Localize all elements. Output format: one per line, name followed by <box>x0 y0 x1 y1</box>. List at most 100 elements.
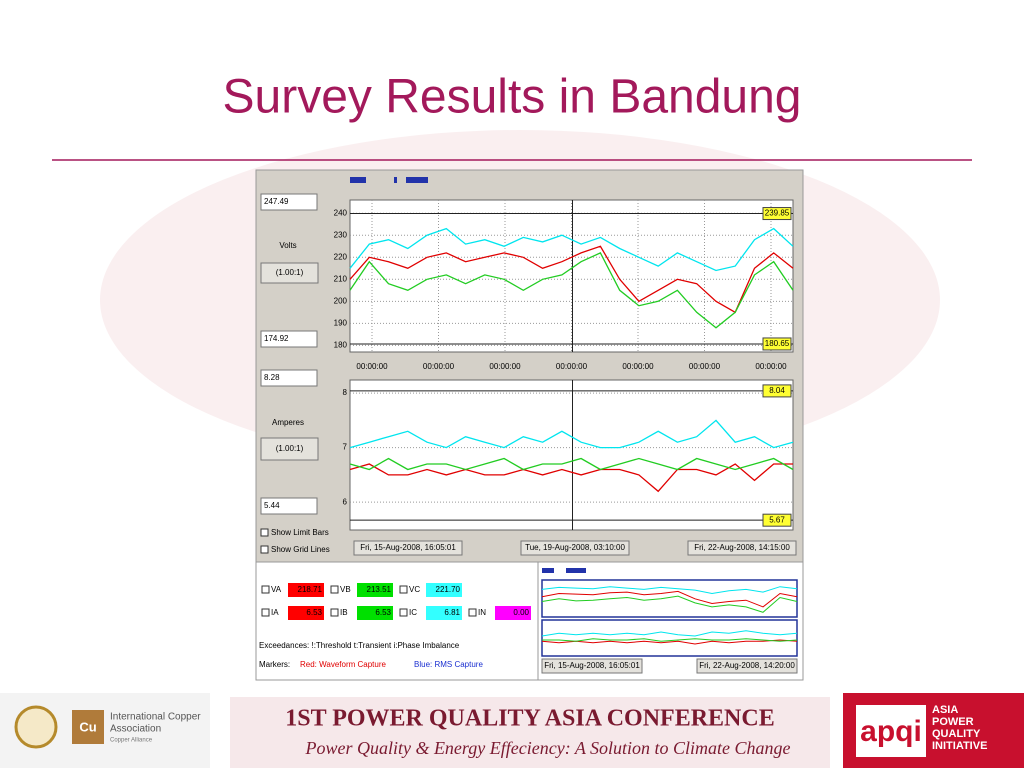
nav-date: Fri, 22-Aug-2008, 14:20:00 <box>699 661 795 670</box>
series-line <box>542 638 798 642</box>
limit-label-box <box>762 384 792 398</box>
toolbar-icon[interactable] <box>406 177 428 183</box>
limit-label-box <box>762 337 792 351</box>
checkbox[interactable] <box>260 545 269 554</box>
reading-name: IB <box>340 608 348 617</box>
ica-sub: Copper Alliance <box>110 738 153 744</box>
series-line <box>349 457 794 471</box>
y-tick-label: 180 <box>334 341 348 350</box>
series-line <box>349 419 794 449</box>
amps-ratio: (1.00:1) <box>276 444 304 453</box>
time-label: 00:00:00 <box>755 362 787 371</box>
nav-date-box <box>353 540 463 556</box>
apqi-mark <box>856 705 926 757</box>
limit-label-box <box>762 207 792 221</box>
toolbar-icon[interactable] <box>350 177 366 183</box>
nav-date-box <box>696 658 798 674</box>
reading-checkbox[interactable] <box>399 608 408 617</box>
plot-area <box>541 619 798 657</box>
time-label: 00:00:00 <box>423 362 455 371</box>
y-tick-label: 6 <box>343 497 348 506</box>
series-line <box>541 595 798 613</box>
reading-value: 213.51 <box>367 585 392 594</box>
nav-date-box <box>541 658 643 674</box>
reading-value: 221.70 <box>436 585 461 594</box>
app-content: 247.49 Volts (1.00:1) 174.92 8.28 Amperes (1.0… <box>259 193 798 674</box>
markers-label: Markers: <box>259 660 290 669</box>
reading-value: 218.71 <box>298 585 323 594</box>
reading-value-box <box>426 606 462 620</box>
exceedances: Exceedances: !:Threshold t:Transient i:P… <box>259 641 460 650</box>
toolbar-icon[interactable] <box>394 177 397 183</box>
slide-title: Survey Results in Bandung <box>223 71 802 124</box>
reading-value: 6.53 <box>375 608 391 617</box>
reading-checkbox[interactable] <box>330 585 339 594</box>
reading-value: 6.53 <box>306 608 322 617</box>
checkbox-label: Show Limit Bars <box>271 528 329 537</box>
amps-min-box <box>260 497 318 515</box>
reading-name: VC <box>409 585 420 594</box>
reading-checkbox[interactable] <box>330 608 339 617</box>
y-tick-label: 190 <box>334 318 348 327</box>
time-label: 00:00:00 <box>489 362 521 371</box>
amps-min: 5.44 <box>264 501 280 510</box>
apqi-text: apqi <box>860 715 922 748</box>
checkbox[interactable] <box>260 528 269 537</box>
conference-title: 1ST POWER QUALITY ASIA CONFERENCE <box>285 706 774 732</box>
cu-box <box>72 710 104 744</box>
nav-date: Fri, 22-Aug-2008, 14:15:00 <box>694 543 790 552</box>
reading-value-box <box>288 606 324 620</box>
volts-max-box <box>260 193 318 211</box>
series-line <box>349 227 794 272</box>
cu-text: Cu <box>79 719 96 734</box>
markers-red: Red: Waveform Capture <box>300 660 387 669</box>
limit-label: 8.04 <box>769 386 785 395</box>
amps-ratio-box <box>260 437 319 461</box>
conference-banner <box>230 697 830 768</box>
toolbar <box>350 177 586 573</box>
reading-value-box <box>357 606 393 620</box>
reading-value: 0.00 <box>513 608 529 617</box>
toolbar-icon[interactable] <box>542 568 554 573</box>
checkbox-label: Show Grid Lines <box>271 545 330 554</box>
volts-min: 174.92 <box>264 334 289 343</box>
time-label: 00:00:00 <box>556 362 588 371</box>
toolbar-icon[interactable] <box>566 568 586 573</box>
series-line <box>349 463 793 493</box>
y-tick-label: 8 <box>343 388 348 397</box>
apqi-line: QUALITY <box>932 728 981 740</box>
markers-blue: Blue: RMS Capture <box>414 660 483 669</box>
series-line <box>541 586 798 595</box>
reading-value-box <box>426 583 462 597</box>
apqi-line: INITIATIVE <box>932 740 987 752</box>
series-line <box>541 630 798 637</box>
volts-label: Volts <box>279 241 296 250</box>
reading-checkbox[interactable] <box>468 608 477 617</box>
series-line <box>541 639 798 645</box>
apqi-line: ASIA <box>932 704 958 716</box>
time-label: 00:00:00 <box>356 362 388 371</box>
reading-name: IC <box>409 608 417 617</box>
limit-label: 239.85 <box>765 209 790 218</box>
reading-checkbox[interactable] <box>261 585 270 594</box>
nav-date: Fri, 15-Aug-2008, 16:05:01 <box>544 661 640 670</box>
reading-value-box <box>495 606 531 620</box>
series-line <box>349 252 794 329</box>
conference-tagline: Power Quality & Energy Effeciency: A Sol… <box>304 738 790 758</box>
plot-area <box>349 379 794 531</box>
apqi-line: POWER <box>932 716 974 728</box>
reading-checkbox[interactable] <box>399 585 408 594</box>
volts-ratio-box <box>260 262 319 284</box>
amps-max: 8.28 <box>264 373 280 382</box>
y-tick-label: 210 <box>334 274 348 283</box>
y-tick-label: 200 <box>334 296 348 305</box>
reading-name: VA <box>271 585 282 594</box>
volts-ratio: (1.00:1) <box>276 268 304 277</box>
limit-label: 5.67 <box>769 515 785 524</box>
reading-value-box <box>288 583 324 597</box>
ica-name: International Copper <box>110 712 201 723</box>
y-tick-label: 240 <box>334 208 348 217</box>
amps-max-box <box>260 369 318 387</box>
reading-checkbox[interactable] <box>261 608 270 617</box>
